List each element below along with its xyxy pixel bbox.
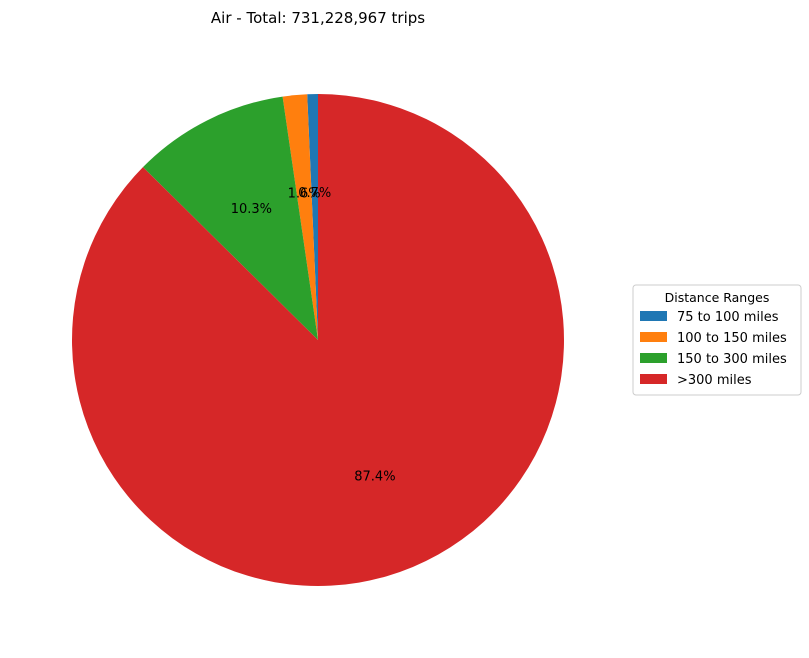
legend-frame [632,284,802,396]
legend-label-1: 75 to 100 miles [677,310,779,325]
legend-label-4: >300 miles [677,373,752,388]
pie-slice-2 [282,94,318,340]
pie-value-label-2: 1.6% [288,187,321,202]
pie-slice-1 [307,94,318,340]
legend-label-2: 100 to 150 miles [677,331,787,346]
legend-swatch-1 [640,311,667,321]
legend-swatch-3 [640,353,667,363]
legend-title: Distance Ranges [665,290,770,305]
pie-value-label-1: 0.7% [298,186,331,201]
legend: Distance Ranges 75 to 100 miles 100 to 15… [632,284,802,396]
legend-swatch-4 [640,374,667,384]
legend-swatch-2 [640,332,667,342]
chart-title: Air - Total: 731,228,967 trips [211,9,425,27]
pie-slice-4 [72,94,564,586]
legend-label-3: 150 to 300 miles [677,352,787,367]
pie-value-labels: 0.7%1.6% 10.3% 87.4% [231,186,396,485]
pie-value-label-3: 10.3% [231,202,272,217]
legend-items: 75 to 100 miles 100 to 150 miles 150 to 30… [640,310,787,388]
pie-slice-3 [142,96,318,341]
pie-slices [72,94,564,586]
pie-value-label-4: 87.4% [354,470,395,485]
